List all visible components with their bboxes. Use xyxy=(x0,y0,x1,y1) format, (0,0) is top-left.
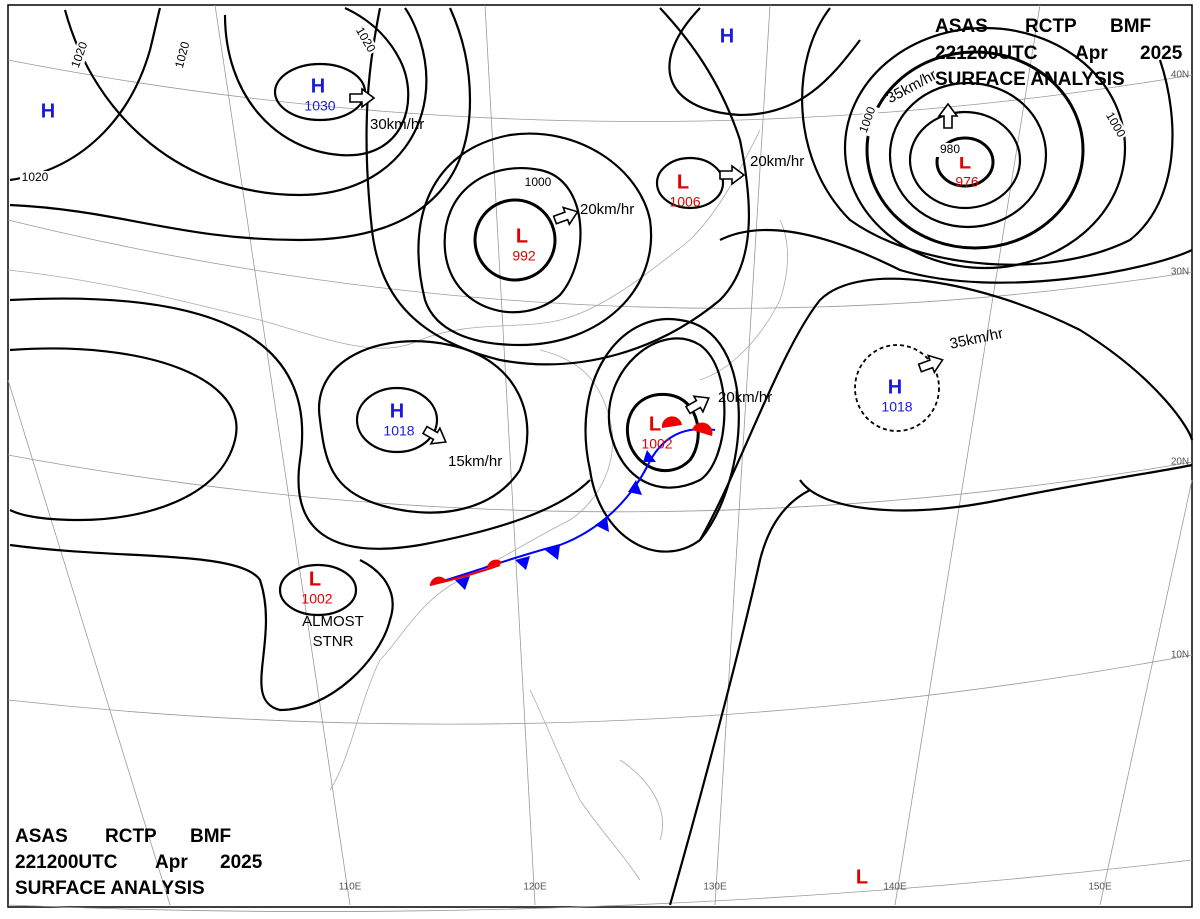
motion-arrow xyxy=(349,87,376,109)
header-station: RCTP xyxy=(1025,16,1077,37)
header-station: RCTP xyxy=(105,826,157,847)
motion-arrow xyxy=(684,395,710,415)
center-pressure: 1006 xyxy=(669,194,700,210)
center-symbol: H xyxy=(41,100,55,122)
isobar-label: 980 xyxy=(940,142,960,156)
center-symbol: L xyxy=(856,866,868,888)
center-symbol: L xyxy=(649,413,661,435)
longitude-label: 140E xyxy=(883,882,907,893)
header-year: 2025 xyxy=(220,852,263,873)
header-month: Apr xyxy=(1075,43,1108,64)
label-bg xyxy=(523,176,553,190)
isobars xyxy=(9,7,1194,906)
header-agency: ASAS xyxy=(15,826,68,847)
center-pressure: 992 xyxy=(512,248,536,264)
center-symbol: L xyxy=(677,171,689,193)
motion-arrow xyxy=(917,354,944,375)
isobar-label: 1020 xyxy=(22,170,49,184)
center-pressure: 1030 xyxy=(304,98,335,114)
front-note: STNR xyxy=(313,633,354,650)
center-symbol: L xyxy=(516,225,528,247)
latitude-label: 30N xyxy=(1171,267,1189,278)
motion-speed: 15km/hr xyxy=(448,453,502,470)
header-time: 221200UTC xyxy=(15,852,118,873)
longitude-label: 150E xyxy=(1088,882,1112,893)
isobar-label: 1020 xyxy=(172,40,193,70)
isobar-label: 1000 xyxy=(525,175,552,189)
header-time: 221200UTC xyxy=(935,43,1038,64)
label-bg xyxy=(935,143,965,157)
motion-speed: 20km/hr xyxy=(750,153,804,170)
label-bg xyxy=(172,38,194,72)
motion-speed: 30km/hr xyxy=(370,116,424,133)
header-product: SURFACE ANALYSIS xyxy=(935,69,1125,90)
motion-arrows xyxy=(349,87,959,445)
motion-arrow xyxy=(421,425,447,445)
motion-speed: 20km/hr xyxy=(718,389,772,406)
header-office: BMF xyxy=(190,826,231,847)
motion-arrow xyxy=(937,102,959,129)
label-bg xyxy=(68,38,92,72)
label-bg xyxy=(1101,108,1129,142)
frame xyxy=(7,4,1193,908)
label-bg xyxy=(351,23,379,57)
latitude-label: 10N xyxy=(1171,650,1189,661)
front xyxy=(429,416,716,590)
center-pressure: 1002 xyxy=(301,591,332,607)
motion-arrow xyxy=(552,206,579,227)
center-symbol: L xyxy=(309,568,321,590)
latitude-label: 40N xyxy=(1171,70,1189,81)
header-month: Apr xyxy=(155,852,188,873)
header-year: 2025 xyxy=(1140,43,1183,64)
front-note: ALMOST xyxy=(302,613,364,630)
longitude-label: 110E xyxy=(339,882,362,893)
center-symbol: H xyxy=(888,376,902,398)
latitude-label: 20N xyxy=(1171,457,1189,468)
center-pressure: 1018 xyxy=(383,423,414,439)
center-symbol: H xyxy=(311,75,325,97)
label-bg xyxy=(20,171,50,185)
center-pressure: 976 xyxy=(955,174,979,190)
motion-speed: 20km/hr xyxy=(580,201,634,218)
header-office: BMF xyxy=(1110,16,1151,37)
longitude-label: 120E xyxy=(523,882,547,893)
longitude-label: 130E xyxy=(703,882,727,893)
label-bg xyxy=(856,103,880,137)
center-symbol: H xyxy=(720,25,734,47)
center-pressure: 1002 xyxy=(641,436,672,452)
center-pressure: 1018 xyxy=(881,399,912,415)
center-symbol: H xyxy=(390,400,404,422)
header-product: SURFACE ANALYSIS xyxy=(15,878,205,899)
header-agency: ASAS xyxy=(935,16,988,37)
motion-arrow xyxy=(719,164,746,186)
